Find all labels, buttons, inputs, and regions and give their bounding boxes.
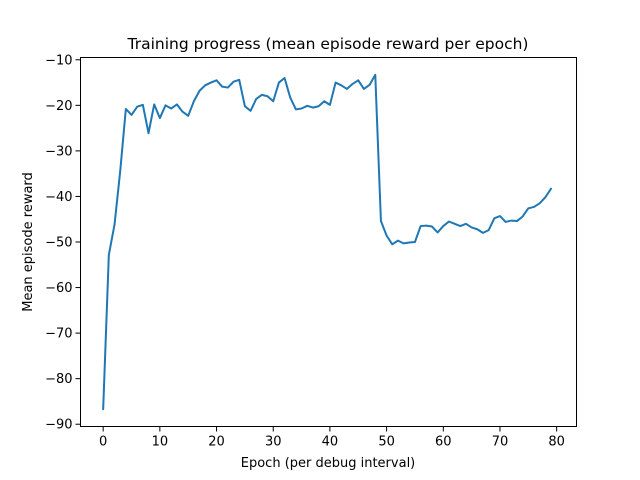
series-line-0 bbox=[102, 73, 552, 411]
x-tick-label: 10 bbox=[152, 435, 169, 450]
y-tick-label: −50 bbox=[45, 236, 72, 251]
y-tick-label: −60 bbox=[45, 281, 72, 296]
y-tick-label: −10 bbox=[45, 53, 72, 68]
y-axis-ticks: −90 −80 −70 −60 −50 −40 −30 −20 −10 bbox=[45, 53, 81, 433]
x-axis-label: Epoch (per debug interval) bbox=[241, 456, 416, 471]
x-tick-label: 40 bbox=[322, 435, 339, 450]
x-tick-label: 60 bbox=[435, 435, 452, 450]
x-tick-label: 0 bbox=[99, 435, 107, 450]
y-tick-label: −40 bbox=[45, 190, 72, 205]
x-tick-label: 80 bbox=[548, 435, 565, 450]
y-tick-label: −30 bbox=[45, 144, 72, 159]
plot-frame bbox=[80, 57, 577, 427]
x-tick-label: 50 bbox=[378, 435, 395, 450]
series-layer bbox=[102, 73, 552, 411]
x-axis-ticks: 0 10 20 30 40 50 60 70 80 bbox=[99, 426, 565, 450]
y-tick-label: −70 bbox=[45, 327, 72, 342]
y-tick-label: −80 bbox=[45, 372, 72, 387]
x-tick-label: 70 bbox=[492, 435, 509, 450]
x-tick-label: 20 bbox=[208, 435, 225, 450]
plot-area: 0 10 20 30 40 50 60 70 80 −90−80−70−60−50−40−30−… bbox=[45, 53, 577, 450]
y-axis-label: Mean episode reward bbox=[21, 172, 36, 312]
y-tick-label: −20 bbox=[45, 99, 72, 114]
chart-title: Training progress (mean episode reward p… bbox=[127, 35, 529, 53]
y-tick-label: −90 bbox=[45, 418, 72, 433]
x-tick-label: 30 bbox=[265, 435, 282, 450]
